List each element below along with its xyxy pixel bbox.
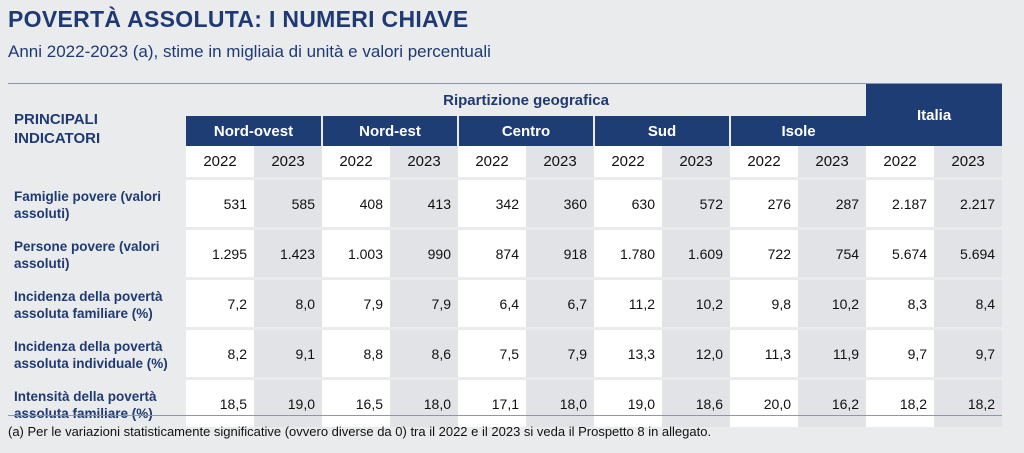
- row-label: Persone povere (valori assoluti): [8, 227, 186, 279]
- table-cell: 11,3: [730, 327, 798, 379]
- table-cell: 13,3: [594, 327, 662, 379]
- table-cell: 20,0: [730, 377, 798, 427]
- table-cell: 18,6: [662, 377, 730, 427]
- region-header: Sud: [593, 116, 730, 146]
- table-cell: 9,1: [254, 327, 322, 379]
- table-cell: 5.694: [934, 227, 1003, 279]
- table-cell: 342: [458, 177, 526, 229]
- table-cell: 17,1: [458, 377, 526, 427]
- table-cell: 585: [254, 177, 322, 229]
- table-cell: 11,9: [798, 327, 867, 379]
- table-cell: 6,4: [458, 277, 526, 329]
- table-cell: 16,2: [798, 377, 867, 427]
- table-cell: 18,0: [390, 377, 458, 427]
- page-title: POVERTÀ ASSOLUTA: I NUMERI CHIAVE: [8, 6, 469, 32]
- table-cell: 8,0: [254, 277, 322, 329]
- table-cell: 1.423: [254, 227, 322, 279]
- table-row: Persone povere (valori assoluti) 1.295 1.4…: [8, 227, 1003, 279]
- table-cell: 1.003: [322, 227, 390, 279]
- year-header: 2022: [186, 146, 254, 179]
- page-subtitle: Anni 2022-2023 (a), stime in migliaia di…: [8, 42, 491, 61]
- table-cell: 18,5: [186, 377, 254, 427]
- table-row: Incidenza della povertà assoluta individ…: [8, 327, 1003, 379]
- table-cell: 408: [322, 177, 390, 229]
- year-header: 2023: [254, 146, 322, 179]
- table-cell: 8,2: [186, 327, 254, 379]
- table-cell: 722: [730, 227, 798, 279]
- table-cell: 754: [798, 227, 867, 279]
- table-cell: 9,8: [730, 277, 798, 329]
- row-label: Incidenza della povertà assoluta individ…: [8, 327, 186, 379]
- table-cell: 572: [662, 177, 730, 229]
- table-cell: 18,0: [526, 377, 594, 427]
- table-cell: 630: [594, 177, 662, 229]
- table-row: Incidenza della povertà assoluta familia…: [8, 277, 1003, 329]
- table-row: Intensità della povertà assoluta familia…: [8, 377, 1003, 427]
- table-row: Famiglie povere (valori assoluti) 531 585 4…: [8, 177, 1003, 229]
- bottom-rule: [8, 415, 1002, 416]
- year-header: 2023: [390, 146, 458, 179]
- region-header: Centro: [457, 116, 594, 146]
- table-cell: 12,0: [662, 327, 730, 379]
- table-cell: 10,2: [662, 277, 730, 329]
- table-cell: 8,8: [322, 327, 390, 379]
- table-cell: 2.217: [934, 177, 1003, 229]
- year-header: 2022: [866, 146, 935, 179]
- indicators-header: PRINCIPALI INDICATORI: [14, 111, 101, 147]
- table-cell: 1.609: [662, 227, 730, 279]
- row-label: Famiglie povere (valori assoluti): [8, 177, 186, 229]
- region-header: Isole: [728, 116, 867, 146]
- table-cell: 874: [458, 227, 526, 279]
- italia-header: Italia: [866, 84, 1003, 146]
- table-cell: 9,7: [934, 327, 1003, 379]
- year-header: 2022: [458, 146, 526, 179]
- table-cell: 276: [730, 177, 798, 229]
- footnote: (a) Per le variazioni statisticamente si…: [8, 424, 712, 439]
- table-cell: 7,9: [322, 277, 390, 329]
- table-cell: 7,2: [186, 277, 254, 329]
- year-header: 2023: [526, 146, 594, 179]
- year-header: 2022: [594, 146, 662, 179]
- table-cell: 7,9: [526, 327, 594, 379]
- geographic-group-header: Ripartizione geografica: [443, 91, 609, 109]
- table-cell: 8,6: [390, 327, 458, 379]
- table-cell: 413: [390, 177, 458, 229]
- table-cell: 6,7: [526, 277, 594, 329]
- table-cell: 5.674: [866, 227, 935, 279]
- year-header: 2022: [730, 146, 798, 179]
- table-cell: 18,2: [934, 377, 1003, 427]
- table-cell: 11,2: [594, 277, 662, 329]
- table-cell: 10,2: [798, 277, 867, 329]
- table-cell: 531: [186, 177, 254, 229]
- year-header: 2023: [798, 146, 867, 179]
- top-rule: [8, 83, 1002, 84]
- region-header: Nord-ovest: [186, 116, 322, 146]
- table-cell: 19,0: [594, 377, 662, 427]
- table-cell: 19,0: [254, 377, 322, 427]
- year-header: 2023: [662, 146, 730, 179]
- table-cell: 360: [526, 177, 594, 229]
- table-cell: 990: [390, 227, 458, 279]
- table-cell: 2.187: [866, 177, 935, 229]
- table-cell: 8,4: [934, 277, 1003, 329]
- year-header: 2023: [934, 146, 1003, 179]
- table-cell: 7,5: [458, 327, 526, 379]
- table-cell: 1.780: [594, 227, 662, 279]
- table-cell: 9,7: [866, 327, 935, 379]
- year-header: 2022: [322, 146, 390, 179]
- key-figures-table: PRINCIPALI INDICATORI Ripartizione geogr…: [8, 84, 1003, 427]
- table-cell: 7,9: [390, 277, 458, 329]
- row-label: Incidenza della povertà assoluta familia…: [8, 277, 186, 329]
- table-cell: 1.295: [186, 227, 254, 279]
- table-cell: 16,5: [322, 377, 390, 427]
- table-cell: 918: [526, 227, 594, 279]
- table-cell: 8,3: [866, 277, 935, 329]
- table-cell: 287: [798, 177, 867, 229]
- region-header: Nord-est: [321, 116, 458, 146]
- table-cell: 18,2: [866, 377, 935, 427]
- row-label: Intensità della povertà assoluta familia…: [8, 377, 186, 427]
